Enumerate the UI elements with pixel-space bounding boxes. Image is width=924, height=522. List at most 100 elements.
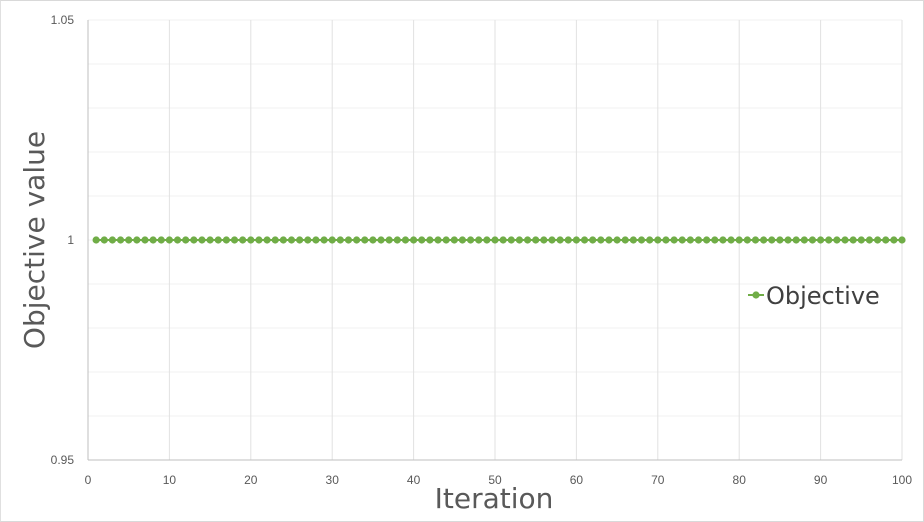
x-tick-label: 50 — [488, 473, 502, 487]
data-point — [353, 236, 361, 244]
data-point — [890, 236, 898, 244]
data-point — [515, 236, 524, 244]
legend-point-marker — [752, 291, 760, 299]
data-point — [157, 236, 165, 244]
data-point — [369, 236, 377, 244]
x-tick-label: 20 — [244, 473, 258, 487]
data-point — [760, 236, 768, 244]
data-point — [377, 236, 385, 244]
data-point — [597, 236, 605, 244]
x-tick-label: 30 — [326, 473, 340, 487]
data-point — [898, 236, 906, 244]
data-point — [133, 236, 141, 244]
data-point — [475, 236, 483, 244]
data-point — [271, 236, 279, 244]
data-point — [833, 236, 841, 244]
data-point — [572, 236, 581, 244]
data-point — [523, 236, 532, 244]
y-tick-labels: 0.95 1 1.05 — [51, 13, 75, 467]
data-point — [654, 236, 662, 244]
data-point — [287, 236, 296, 244]
data-point — [817, 236, 825, 244]
series-layer — [92, 236, 906, 244]
data-point — [296, 236, 304, 244]
data-point — [605, 236, 613, 244]
x-tick-label: 10 — [163, 473, 177, 487]
data-point — [401, 236, 410, 244]
data-point — [686, 236, 694, 244]
data-point — [857, 236, 865, 244]
data-point — [735, 236, 743, 244]
x-tick-label: 80 — [733, 473, 747, 487]
data-point — [540, 236, 548, 244]
data-point — [882, 236, 890, 244]
data-point — [418, 236, 426, 244]
data-point — [206, 236, 214, 244]
data-point — [637, 236, 646, 244]
data-point — [556, 236, 564, 244]
data-point — [466, 236, 475, 244]
data-point — [410, 236, 418, 244]
data-point — [149, 236, 157, 244]
data-point — [125, 236, 133, 244]
data-point — [621, 236, 629, 244]
data-point — [548, 236, 556, 244]
data-point — [198, 236, 206, 244]
data-point — [564, 236, 572, 244]
data-point — [743, 236, 751, 244]
data-point — [719, 236, 727, 244]
y-tick-label: 1 — [67, 233, 74, 247]
data-point — [727, 236, 735, 244]
data-point — [646, 236, 654, 244]
x-axis-title: Iteration — [435, 482, 554, 515]
data-point — [190, 236, 198, 244]
data-point — [173, 236, 182, 244]
data-point — [116, 236, 125, 244]
x-tick-label: 40 — [407, 473, 421, 487]
data-point — [491, 236, 499, 244]
data-point — [108, 236, 117, 244]
data-point — [426, 236, 434, 244]
data-point — [768, 236, 776, 244]
data-point — [279, 236, 287, 244]
y-tick-label: 1.05 — [51, 13, 75, 27]
data-point — [613, 236, 621, 244]
data-point — [393, 236, 401, 244]
data-point — [92, 236, 100, 244]
data-point — [328, 236, 336, 244]
y-tick-label: 0.95 — [51, 453, 75, 467]
data-point — [100, 236, 108, 244]
x-tick-labels: 0 10 20 30 40 50 60 70 80 90 100 — [85, 473, 913, 487]
data-point — [247, 236, 255, 244]
data-point — [792, 236, 800, 244]
data-point — [458, 236, 467, 244]
data-point — [784, 236, 792, 244]
data-point — [483, 236, 491, 244]
data-point — [711, 236, 719, 244]
data-point — [312, 236, 320, 244]
data-point — [182, 236, 190, 244]
data-point — [442, 236, 450, 244]
data-point — [320, 236, 328, 244]
data-point — [629, 236, 637, 244]
data-point — [141, 236, 149, 244]
data-point — [304, 236, 312, 244]
x-tick-label: 60 — [570, 473, 584, 487]
axes — [87, 20, 902, 461]
data-point — [703, 236, 711, 244]
data-point — [222, 236, 230, 244]
x-tick-label: 90 — [814, 473, 828, 487]
data-point — [230, 236, 239, 244]
data-point — [841, 236, 849, 244]
x-tick-label: 70 — [651, 473, 665, 487]
data-point — [589, 236, 597, 244]
data-point — [873, 236, 882, 244]
data-point — [499, 236, 507, 244]
data-point — [662, 236, 670, 244]
legend: Objective — [748, 282, 880, 310]
data-point — [751, 236, 760, 244]
data-point — [450, 236, 458, 244]
data-point — [165, 236, 173, 244]
data-point — [865, 236, 874, 244]
